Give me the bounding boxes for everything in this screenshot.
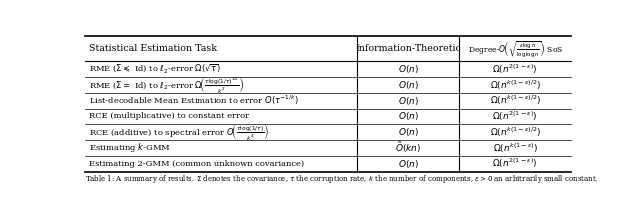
- Text: Estimating $k$-GMM: Estimating $k$-GMM: [89, 141, 171, 154]
- Text: $\Omega(n^{2(1-\varepsilon)})$: $\Omega(n^{2(1-\varepsilon)})$: [492, 62, 538, 76]
- Text: $O(n)$: $O(n)$: [397, 126, 419, 138]
- Text: Table 1: A summary of results. $\Sigma$ denotes the covariance, $\tau$ the corru: Table 1: A summary of results. $\Sigma$ …: [85, 173, 598, 185]
- Text: RCE (additive) to spectral error $O\!\left(\frac{\tau\log(1/\tau)}{k^4}\right)$: RCE (additive) to spectral error $O\!\le…: [89, 122, 269, 142]
- Text: $O(n)$: $O(n)$: [397, 63, 419, 75]
- Text: Statistical Estimation Task: Statistical Estimation Task: [89, 44, 217, 53]
- Text: Degree-$O\!\left(\sqrt{\frac{\varepsilon\log n}{\log\log n}}\right)$ SoS: Degree-$O\!\left(\sqrt{\frac{\varepsilon…: [467, 39, 563, 59]
- Text: $\Omega(n^{k(1-\varepsilon)/2})$: $\Omega(n^{k(1-\varepsilon)/2})$: [490, 94, 541, 107]
- Text: List-decodable Mean Estimation to error $O(\tau^{-1/k})$: List-decodable Mean Estimation to error …: [89, 94, 299, 107]
- Text: $\Omega(n^{k(1-\varepsilon)})$: $\Omega(n^{k(1-\varepsilon)})$: [493, 141, 538, 155]
- Text: Information-Theoretic: Information-Theoretic: [355, 44, 461, 53]
- Text: Estimating 2-GMM (common unknown covariance): Estimating 2-GMM (common unknown covaria…: [89, 160, 304, 168]
- Text: $\Omega(n^{k(1-\varepsilon)/2})$: $\Omega(n^{k(1-\varepsilon)/2})$: [490, 125, 541, 139]
- Text: $\Omega(n^{k(1-\varepsilon)/2})$: $\Omega(n^{k(1-\varepsilon)/2})$: [490, 78, 541, 92]
- Text: RME ($\Sigma \preceq$ Id) to $\ell_2$-error $\Omega(\sqrt{\tau})$: RME ($\Sigma \preceq$ Id) to $\ell_2$-er…: [89, 63, 221, 75]
- Text: RCE (multiplicative) to constant error: RCE (multiplicative) to constant error: [89, 112, 249, 120]
- Text: RME ($\Sigma =$ Id) to $\ell_2$-error $\Omega\!\left(\frac{\tau\log(1/\tau)^{1/2: RME ($\Sigma =$ Id) to $\ell_2$-error $\…: [89, 75, 244, 95]
- Text: $O(n)$: $O(n)$: [397, 110, 419, 122]
- Text: $\tilde{O}(kn)$: $\tilde{O}(kn)$: [395, 140, 421, 155]
- Text: $O(n)$: $O(n)$: [397, 95, 419, 107]
- Text: $\Omega(n^{2(1-\varepsilon)})$: $\Omega(n^{2(1-\varepsilon)})$: [492, 110, 538, 123]
- Text: $O(n)$: $O(n)$: [397, 79, 419, 91]
- Text: $\Omega(n^{2(1-\varepsilon)})$: $\Omega(n^{2(1-\varepsilon)})$: [492, 157, 538, 170]
- Text: $O(n)$: $O(n)$: [397, 158, 419, 170]
